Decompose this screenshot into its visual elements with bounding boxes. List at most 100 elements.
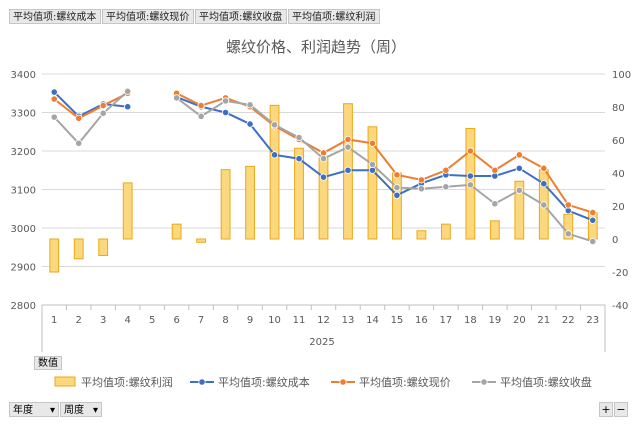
cost-point [221, 108, 230, 117]
legend-label: 平均值项:螺纹成本 [218, 375, 310, 389]
x-tick-label: 8 [222, 315, 228, 326]
price-point [442, 166, 450, 174]
close-point [197, 112, 205, 120]
close-point [124, 87, 132, 95]
x-tick-label: 3 [100, 315, 106, 326]
close-point [99, 109, 107, 117]
x-tick-label: 18 [464, 315, 477, 326]
y-right-tick-label: 100 [612, 70, 631, 81]
profit-bar [514, 180, 525, 240]
y-left-tick-label: 3400 [11, 70, 36, 81]
close-point [270, 121, 279, 129]
x-tick-label: 11 [293, 315, 306, 326]
legend-swatch-point [198, 378, 206, 386]
price-point [197, 101, 205, 110]
profit-bar [73, 238, 84, 260]
legend-label: 平均值项:螺纹收盘 [500, 375, 592, 389]
y-right-tick-label: -20 [612, 268, 628, 279]
x-tick-label: 21 [537, 315, 550, 326]
x-tick-label: 22 [562, 315, 575, 326]
cost-point [124, 103, 132, 111]
x-tick-label: 2 [76, 315, 82, 326]
x-tick-label: 5 [149, 315, 155, 326]
chart-title: 螺纹价格、利润趋势（周） [226, 38, 406, 56]
legend-label: 平均值项:螺纹现价 [359, 375, 451, 389]
field-button-cost[interactable]: 平均值项:螺纹成本 [9, 9, 101, 24]
close-line [176, 97, 594, 243]
cost-point [393, 191, 401, 199]
close-point [491, 200, 499, 208]
price-point [589, 209, 597, 217]
profit-bar [196, 238, 207, 243]
y-left-tick-label: 3300 [11, 109, 36, 120]
x-tick-label: 9 [247, 315, 253, 326]
close-line [53, 90, 129, 145]
field-button-profit[interactable]: 平均值项:螺纹利润 [288, 9, 380, 24]
close-point [393, 183, 401, 192]
profit-bar [489, 220, 500, 240]
close-point [221, 97, 230, 105]
field-button-close[interactable]: 平均值项:螺纹收盘 [195, 9, 287, 24]
cost-line [176, 96, 594, 222]
x-tick-label: 14 [366, 315, 379, 326]
close-point [417, 185, 426, 193]
legend-label: 平均值项:螺纹利润 [81, 375, 173, 389]
x-tick-label: 23 [586, 315, 599, 326]
collapse-field-button[interactable]: − [614, 402, 628, 417]
x-tick-label: 12 [317, 315, 330, 326]
price-point [540, 164, 548, 172]
cost-point [540, 180, 548, 188]
values-button[interactable]: 数值 [34, 356, 62, 370]
x-tick-label: 15 [391, 315, 404, 326]
price-point [393, 171, 401, 179]
x-tick-label: 6 [173, 315, 179, 326]
price-point [75, 114, 83, 122]
price-point [491, 166, 499, 174]
week-axis-label: 周度 [64, 405, 84, 416]
expand-field-button[interactable]: + [599, 402, 613, 417]
price-point [466, 147, 474, 155]
cost-point [295, 155, 303, 163]
y-right-tick-label: 0 [612, 235, 618, 246]
filter-icon[interactable]: ▾ [49, 405, 55, 416]
cost-line [53, 91, 128, 118]
close-point [466, 181, 474, 189]
cost-point [589, 216, 597, 224]
profit-bars [49, 103, 598, 273]
y-right-tick-label: 40 [612, 169, 625, 180]
profit-bar [294, 147, 304, 240]
x-tick-label: 13 [342, 315, 355, 326]
y-right-tick-label: 80 [612, 103, 625, 114]
cost-point [515, 164, 523, 172]
price-point [515, 151, 523, 159]
legend-swatch-profit [54, 376, 76, 387]
x-tick-label: 7 [198, 315, 204, 326]
year-axis-button[interactable]: 年度 ▾ [9, 402, 59, 417]
week-axis-button[interactable]: 周度 ▾ [60, 402, 102, 417]
y-left-tick-label: 3000 [11, 224, 36, 235]
x-tick-label: 10 [268, 315, 281, 326]
price-line [53, 92, 129, 120]
x-tick-label: 19 [488, 315, 501, 326]
close-point [515, 186, 523, 194]
line-series [50, 87, 597, 246]
price-point [344, 135, 352, 144]
price-point [417, 176, 426, 184]
x-tick-label: 20 [513, 315, 526, 326]
close-point [246, 101, 254, 109]
field-button-price[interactable]: 平均值项:螺纹现价 [102, 9, 194, 24]
close-point [344, 143, 352, 151]
x-tick-label: 1 [51, 315, 57, 326]
close-point [368, 160, 377, 169]
profit-bar [171, 223, 182, 240]
close-point [319, 155, 328, 163]
profit-bar [416, 230, 427, 240]
close-point [50, 113, 58, 121]
close-point [564, 230, 572, 238]
profit-bar [392, 172, 402, 240]
cost-point [270, 151, 279, 159]
dropdown-arrow-icon[interactable]: ▾ [92, 405, 98, 416]
profit-bar [269, 104, 280, 240]
close-point [540, 201, 548, 209]
